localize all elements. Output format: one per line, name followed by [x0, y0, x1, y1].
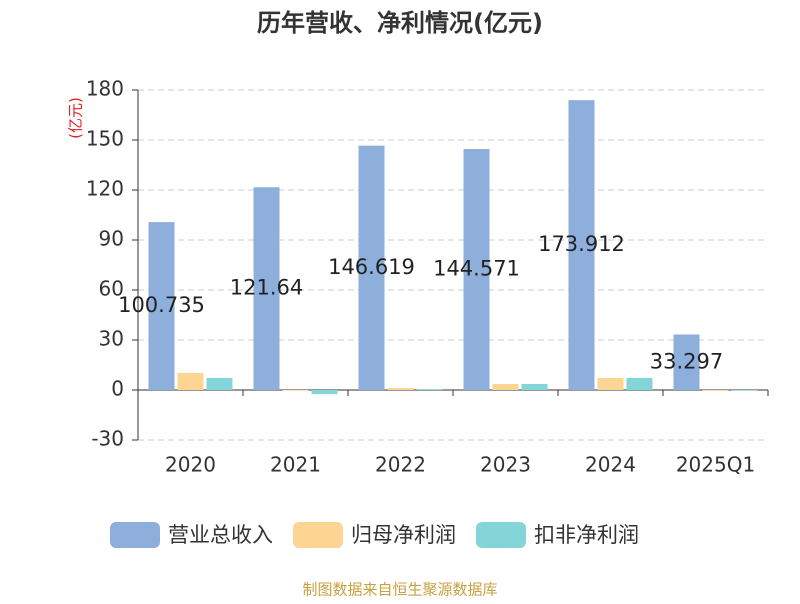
x-tick-label: 2025Q1: [676, 453, 755, 477]
legend-swatch: [293, 522, 343, 548]
bar: [177, 373, 204, 390]
y-tick-label: 180: [86, 77, 124, 101]
bar: [416, 389, 443, 390]
legend-label: 扣非净利润: [534, 523, 639, 547]
bar: [492, 384, 519, 390]
bar: [568, 100, 595, 390]
bar: [626, 378, 653, 390]
bar: [731, 390, 758, 391]
data-label: 121.64: [230, 276, 303, 300]
y-tick-label: 0: [111, 377, 124, 401]
x-tick-label: 2020: [165, 453, 216, 477]
data-label: 173.912: [538, 232, 625, 256]
bar: [253, 187, 280, 390]
y-tick-label: 90: [99, 227, 124, 251]
bar: [387, 388, 414, 390]
legend-swatch: [110, 522, 160, 548]
x-tick-label: 2021: [270, 453, 321, 477]
bar: [463, 149, 490, 390]
data-label: 33.297: [650, 349, 723, 373]
legend-label: 营业总收入: [168, 523, 273, 547]
source: 制图数据来自恒生聚源数据库: [302, 581, 497, 599]
data-label: 100.735: [118, 293, 205, 317]
bar: [521, 384, 548, 390]
legend-label: 归母净利润: [351, 523, 456, 547]
bar: [597, 378, 624, 390]
chart-title: 历年营收、净利情况(亿元): [257, 9, 543, 37]
y-tick-label: 60: [99, 277, 124, 301]
y-tick-label: 120: [86, 177, 124, 201]
legend-swatch: [476, 522, 526, 548]
bar: [148, 222, 175, 390]
bar: [311, 390, 338, 395]
data-label: 144.571: [433, 257, 520, 281]
bar: [206, 378, 233, 390]
bar: [358, 145, 385, 390]
y-tick-label: -30: [91, 427, 124, 451]
data-label: 146.619: [328, 255, 415, 279]
y-tick-label: 150: [86, 127, 124, 151]
y-unit: (亿元): [67, 97, 85, 139]
x-tick-label: 2024: [585, 453, 636, 477]
x-tick-label: 2022: [375, 453, 426, 477]
bar: [282, 390, 309, 391]
bar: [702, 390, 729, 391]
y-tick-label: 30: [99, 327, 124, 351]
x-tick-label: 2023: [480, 453, 531, 477]
bar: [673, 334, 700, 390]
